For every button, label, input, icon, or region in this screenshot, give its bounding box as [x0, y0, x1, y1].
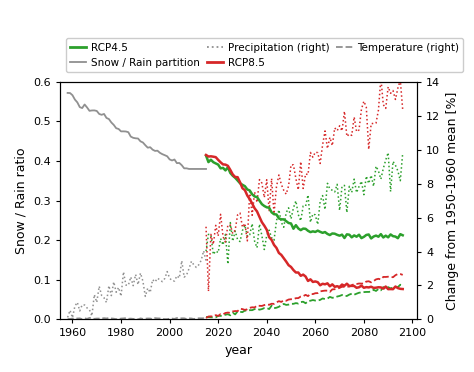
X-axis label: year: year [225, 344, 253, 357]
Legend: RCP4.5, Snow / Rain partition, Precipitation (right), RCP8.5, Temperature (right: RCP4.5, Snow / Rain partition, Precipita… [65, 38, 464, 72]
Y-axis label: Change from 1950-1960 mean [%]: Change from 1950-1960 mean [%] [446, 92, 459, 310]
Y-axis label: Snow / Rain ratio: Snow / Rain ratio [15, 147, 28, 254]
